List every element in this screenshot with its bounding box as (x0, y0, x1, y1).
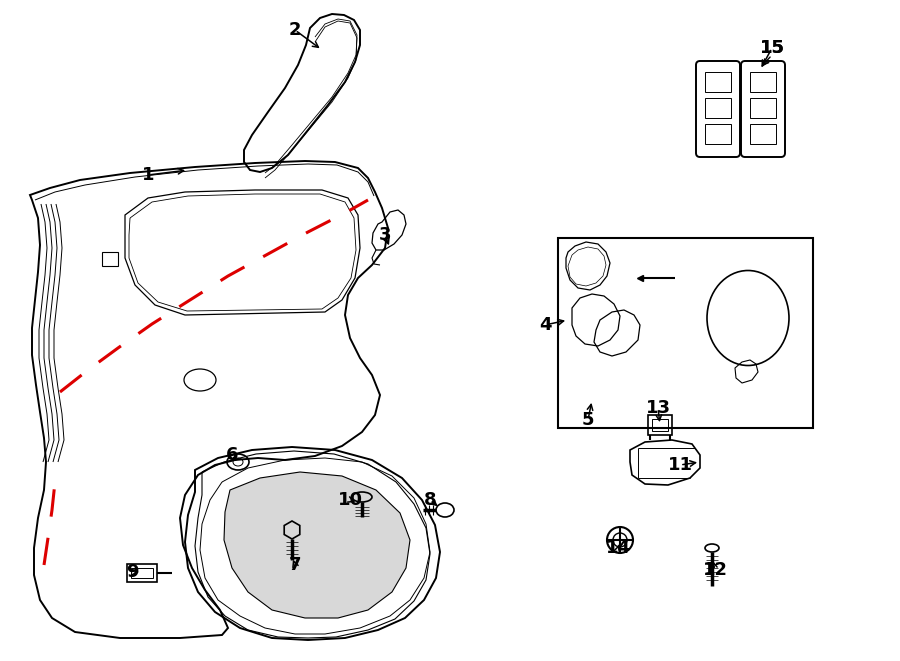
Text: 5: 5 (581, 411, 594, 429)
Text: 13: 13 (645, 399, 670, 417)
Text: 11: 11 (668, 456, 692, 474)
Bar (648, 415, 672, 435)
Text: 10: 10 (338, 491, 363, 509)
Bar (131, 568, 153, 578)
Text: 3: 3 (379, 226, 392, 244)
Bar (652, 419, 668, 431)
Bar (705, 124, 731, 144)
Bar (558, 238, 813, 428)
Polygon shape (224, 472, 410, 618)
Text: 8: 8 (424, 491, 436, 509)
Bar (705, 72, 731, 92)
Bar (750, 98, 776, 118)
Text: 15: 15 (760, 39, 785, 57)
Bar (750, 124, 776, 144)
Text: 6: 6 (226, 446, 239, 464)
Text: 7: 7 (289, 556, 302, 574)
Text: 12: 12 (703, 561, 727, 579)
Bar (705, 98, 731, 118)
Text: 4: 4 (539, 316, 551, 334)
Text: 9: 9 (126, 563, 139, 581)
Bar (102, 252, 118, 266)
Bar (127, 564, 157, 582)
Text: 2: 2 (289, 21, 302, 39)
Text: 1: 1 (142, 166, 154, 184)
Text: 15: 15 (760, 39, 785, 57)
Text: 14: 14 (606, 539, 631, 557)
Bar (750, 72, 776, 92)
